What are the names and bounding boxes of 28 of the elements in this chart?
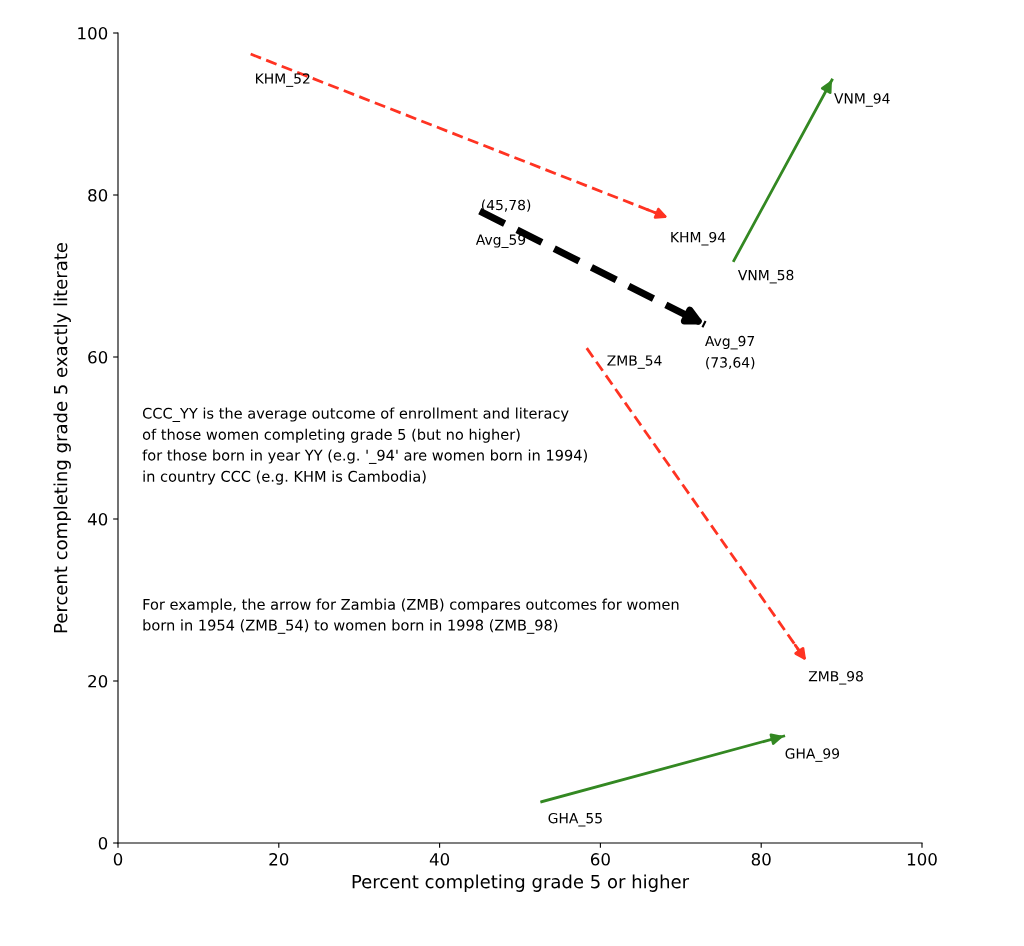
annotation: (45,78) <box>481 199 531 212</box>
annotation: Avg_59 <box>475 234 526 248</box>
annotation: VNM_94 <box>834 93 890 107</box>
x-tick-label: 20 <box>269 853 289 866</box>
x-axis-title: Percent completing grade 5 or higher <box>352 874 690 892</box>
annotation: (73,64) <box>706 356 755 370</box>
annotation: KHM_94 <box>671 231 726 246</box>
y-tick-label: 80 <box>88 188 108 202</box>
annotation: GHA_99 <box>785 748 840 762</box>
annotation: CCC_YY is the average outcome of enrollment and literacy of those women completing grade 5 (but no higher) for those born in year YY (e.g. '_94' are women born in 1994) in country CCC (e.g. KHM is Cambodia) <box>142 407 587 485</box>
annotation: Avg_97 <box>705 335 755 350</box>
y-tick-label: 100 <box>78 26 108 40</box>
y-tick-label: 0 <box>98 836 108 850</box>
x-tick-label: 100 <box>907 853 937 866</box>
x-tick-label: 60 <box>590 853 610 866</box>
y-tick-label: 60 <box>88 350 108 364</box>
annotation: For example, the arrow for Zambia (ZMB) compares outcomes for women born in 1954 (ZMB_54) to women born in 1998 (ZMB_98) <box>143 598 679 634</box>
x-tick-label: 80 <box>751 853 771 866</box>
annotation: VNM_58 <box>737 269 794 284</box>
x-tick-label: 0 <box>113 853 123 866</box>
y-axis-title: Percent completing grade 5 exactly literate <box>53 243 71 633</box>
x-tick-label: 40 <box>429 853 450 866</box>
y-tick-label: 20 <box>88 674 108 688</box>
annotation: ZMB_54 <box>607 355 662 369</box>
y-tick-label: 40 <box>87 512 108 526</box>
annotation: ZMB_98 <box>808 670 863 685</box>
annotation: GHA_55 <box>548 812 602 827</box>
annotation: KHM_52 <box>256 73 310 87</box>
